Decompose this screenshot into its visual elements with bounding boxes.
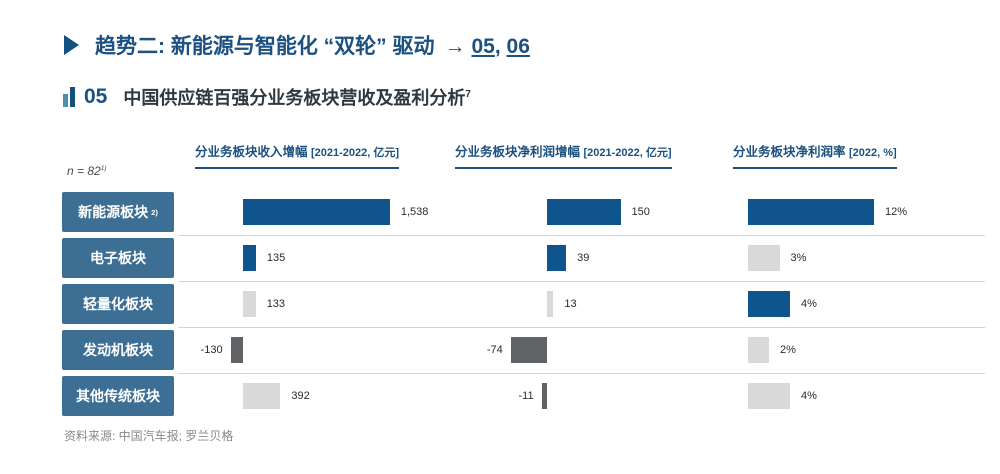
bar-col1-row2 <box>243 245 256 271</box>
bar-value-col1-row1: 1,538 <box>400 206 429 218</box>
row-separator <box>178 373 985 374</box>
row-separator <box>178 327 985 328</box>
row-label-3: 轻量化板块 <box>62 284 174 324</box>
bar-value-col2-row4: -74 <box>486 344 503 356</box>
bar-value-col2-row3: 13 <box>564 298 577 310</box>
link-05[interactable]: 05 <box>471 35 495 58</box>
trend-title-text: 趋势二: 新能源与智能化 “双轮” 驱动 <box>95 35 435 58</box>
bar-value-col1-row4: -130 <box>200 344 223 356</box>
bar-col1-row4 <box>230 337 243 363</box>
bar-value-col3-row4: 2% <box>780 344 796 356</box>
arrow-right-icon: → <box>444 35 466 58</box>
bar-col2-row3 <box>547 291 554 317</box>
column-header-1: 分业务板块收入增幅 [2021-2022, 亿元] <box>195 141 400 169</box>
bar-value-col3-row5: 4% <box>801 390 817 402</box>
sample-size-superscript: 1) <box>100 165 107 172</box>
bar-chart-icon <box>63 87 75 107</box>
section-number: 05 <box>84 85 108 108</box>
bar-col1-row1 <box>243 199 390 225</box>
row-label-4: 发动机板块 <box>62 330 174 370</box>
bar-col3-row3 <box>748 291 790 317</box>
bar-col1-row5 <box>243 383 281 409</box>
bar-col1-row3 <box>243 291 256 317</box>
sample-size-note: n = 821) <box>67 164 107 178</box>
section-header: 05 中国供应链百强分业务板块营收及盈利分析7 <box>63 84 471 110</box>
play-triangle-icon <box>64 35 79 55</box>
bar-value-col1-row3: 133 <box>266 298 286 310</box>
bar-value-col2-row5: -11 <box>518 390 534 402</box>
column-header-2: 分业务板块净利润增幅 [2021-2022, 亿元] <box>455 141 672 169</box>
link-06[interactable]: 06 <box>506 35 530 58</box>
section-title: 中国供应链百强分业务板块营收及盈利分析7 <box>123 88 471 108</box>
row-label-2: 电子板块 <box>62 238 174 278</box>
bar-col3-row2 <box>748 245 780 271</box>
bar-value-col1-row2: 135 <box>266 252 286 264</box>
bar-value-col2-row1: 150 <box>631 206 650 218</box>
source-note: 资料来源: 中国汽车报; 罗兰贝格 <box>64 429 234 443</box>
row-label-1: 新能源板块 2) <box>62 192 174 232</box>
row-separator <box>178 235 985 236</box>
bar-value-col3-row2: 3% <box>790 252 807 264</box>
trend-title: 趋势二: 新能源与智能化 “双轮” 驱动 → 05, 06 <box>95 30 530 60</box>
bar-col2-row1 <box>547 199 621 225</box>
bar-value-col3-row1: 12% <box>885 206 908 218</box>
bar-col3-row5 <box>748 383 790 409</box>
bar-value-col1-row5: 392 <box>291 390 310 402</box>
trend-header: 趋势二: 新能源与智能化 “双轮” 驱动 → 05, 06 <box>64 30 530 60</box>
row-label-5: 其他传统板块 <box>62 376 174 416</box>
section-title-superscript: 7 <box>465 89 471 100</box>
row-separator <box>178 281 985 282</box>
link-separator: , <box>494 35 507 58</box>
bar-col2-row2 <box>547 245 567 271</box>
column-header-3: 分业务板块净利润率 [2022, %] <box>733 141 897 169</box>
bar-col3-row1 <box>748 199 874 225</box>
bar-col3-row4 <box>748 337 769 363</box>
bar-col2-row5 <box>541 383 547 409</box>
bar-col2-row4 <box>510 337 547 363</box>
bar-value-col2-row2: 39 <box>577 252 590 264</box>
bar-value-col3-row3: 4% <box>801 298 817 310</box>
